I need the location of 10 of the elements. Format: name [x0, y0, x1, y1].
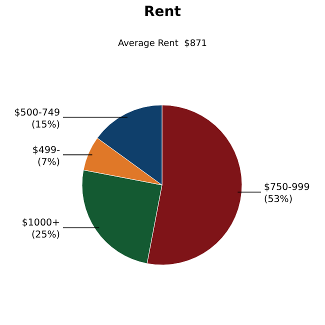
slice-label: $500-749 [14, 107, 60, 118]
data-label: (25%) [31, 230, 60, 241]
slice-label: $499- [32, 144, 60, 156]
slice-label: $1000+ [22, 218, 60, 229]
data-label: (7%) [38, 156, 60, 168]
data-label: (15%) [31, 119, 60, 130]
slice-label: $750-999 [264, 182, 310, 194]
chart-subtitle: Average Rent $871 [118, 39, 208, 49]
chart-title: Rent [144, 4, 182, 20]
data-label: (53%) [264, 194, 293, 206]
